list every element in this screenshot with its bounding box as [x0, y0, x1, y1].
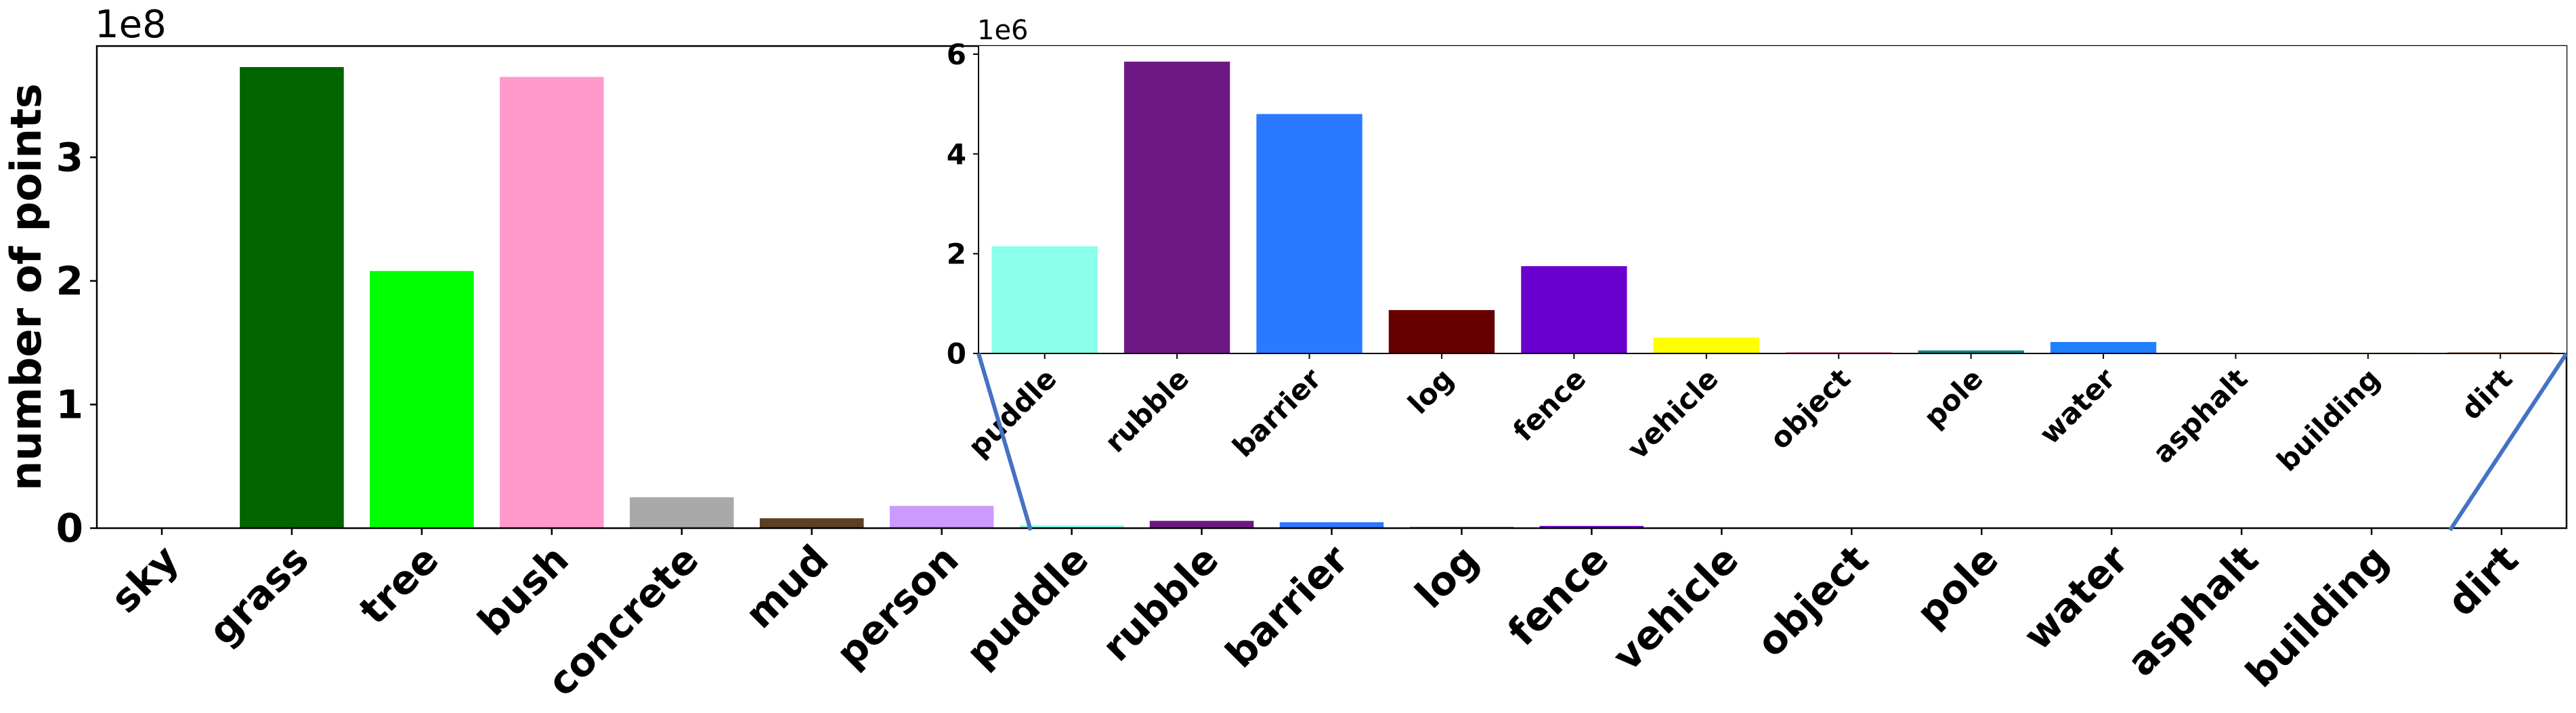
inset-x-tick-label: asphalt: [2146, 362, 2254, 469]
inset-y-offset-label: 1e6: [977, 15, 1029, 46]
x-tick-label: mud: [736, 536, 837, 637]
inset-bar-water: [2050, 342, 2157, 353]
bar-fence: [1539, 525, 1644, 528]
bar-concrete: [629, 497, 734, 528]
bar-mud: [759, 518, 864, 528]
bar-person: [889, 506, 994, 528]
inset-x-tick-label: water: [2033, 362, 2122, 450]
x-tick-label: puddle: [957, 536, 1097, 676]
bar-grass: [240, 67, 344, 529]
inset-x-tick-label: log: [1402, 362, 1460, 420]
inset-bar-rubble: [1123, 62, 1230, 354]
inset-background: [979, 46, 2567, 353]
y-offset-label: 1e8: [95, 3, 167, 47]
inset-y-tick-label: 4: [947, 137, 966, 171]
x-tick-label: rubble: [1093, 536, 1227, 670]
inset-bar-vehicle: [1653, 337, 1759, 353]
bar-tree: [370, 271, 474, 528]
zoom-connector-left: [976, 353, 1033, 531]
bar-bush: [500, 77, 604, 528]
inset-x-tick-label: dirt: [2454, 362, 2518, 426]
y-tick-label: 2: [56, 258, 83, 304]
x-tick-label: fence: [1499, 536, 1617, 655]
x-tick-label: tree: [350, 536, 448, 634]
x-tick-label: water: [2015, 536, 2138, 660]
inset-x-tick-label: object: [1763, 362, 1857, 455]
y-tick-label: 3: [56, 134, 83, 180]
inset-y-tick-label: 0: [947, 337, 966, 370]
inset-bar-puddle: [991, 246, 1098, 353]
x-tick-label: vehicle: [1604, 536, 1747, 680]
x-tick-label: barrier: [1217, 536, 1358, 677]
inset-y-tick-label: 2: [947, 238, 966, 271]
x-tick-label: sky: [102, 536, 188, 622]
x-tick-label: pole: [1908, 536, 2007, 636]
inset-bar-pole: [1918, 350, 2024, 353]
bar-puddle: [1019, 525, 1124, 528]
x-tick-label: grass: [200, 536, 318, 654]
zoom-connector-right: [2448, 352, 2569, 532]
x-tick-label: person: [827, 536, 967, 676]
bar-barrier: [1279, 522, 1384, 528]
y-axis-label: number of points: [1, 83, 51, 491]
inset-x-tick-label: barrier: [1226, 362, 1327, 463]
inset-x-tick-label: puddle: [962, 362, 1063, 463]
y-tick-label: 1: [56, 381, 83, 427]
inset-x-tick-label: building: [2271, 362, 2386, 477]
inset-x-tick-label: pole: [1917, 362, 1990, 434]
inset-bar-barrier: [1256, 114, 1362, 353]
inset-x-tick-label: vehicle: [1620, 362, 1724, 465]
inset-x-tick-label: fence: [1507, 362, 1593, 448]
inset-y-tick-label: 6: [947, 38, 966, 71]
y-tick-label: 0: [56, 505, 83, 551]
x-tick-label: log: [1407, 536, 1488, 618]
inset-x-tick-label: rubble: [1098, 362, 1195, 458]
x-tick-label: bush: [469, 536, 577, 645]
inset-chart: puddle rubble barrier log fence vehicle object…: [947, 15, 2569, 532]
inset-bar-fence: [1521, 266, 1627, 353]
x-tick-label: building: [2237, 536, 2397, 697]
bar-rubble: [1149, 521, 1254, 528]
x-tick-label: object: [1748, 536, 1877, 666]
x-tick-label: dirt: [2439, 536, 2527, 625]
inset-bar-log: [1388, 309, 1495, 353]
